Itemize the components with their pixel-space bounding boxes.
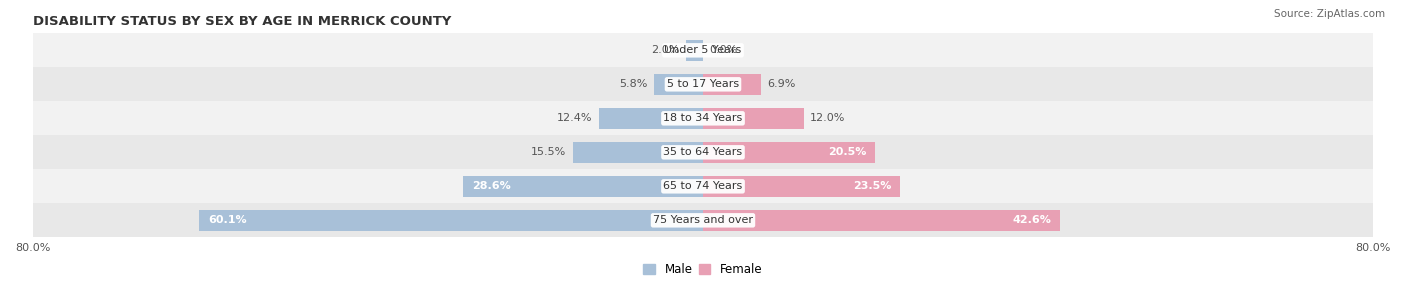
Bar [32,203,1374,237]
Bar [599,108,703,129]
Bar [464,176,703,197]
Bar [703,142,875,163]
Text: 60.1%: 60.1% [208,215,246,225]
Text: 0.0%: 0.0% [710,45,738,55]
Bar [200,210,703,231]
Bar [703,108,804,129]
Text: Under 5 Years: Under 5 Years [665,45,741,55]
Bar [32,101,1374,135]
Bar [703,176,900,197]
Text: 75 Years and over: 75 Years and over [652,215,754,225]
Bar [32,169,1374,203]
Text: 18 to 34 Years: 18 to 34 Years [664,113,742,123]
Bar [32,135,1374,169]
Text: 12.0%: 12.0% [810,113,845,123]
Text: DISABILITY STATUS BY SEX BY AGE IN MERRICK COUNTY: DISABILITY STATUS BY SEX BY AGE IN MERRI… [32,15,451,28]
Bar [703,210,1060,231]
Legend: Male, Female: Male, Female [644,263,762,276]
Text: 28.6%: 28.6% [472,181,510,191]
Text: 65 to 74 Years: 65 to 74 Years [664,181,742,191]
Text: 15.5%: 15.5% [531,147,567,157]
Bar [654,74,703,95]
Bar [32,33,1374,67]
Bar [32,67,1374,101]
Text: 5 to 17 Years: 5 to 17 Years [666,79,740,89]
Text: Source: ZipAtlas.com: Source: ZipAtlas.com [1274,9,1385,19]
Text: 12.4%: 12.4% [557,113,592,123]
Text: 2.0%: 2.0% [651,45,679,55]
Text: 6.9%: 6.9% [768,79,796,89]
Text: 5.8%: 5.8% [619,79,648,89]
Bar [574,142,703,163]
Text: 20.5%: 20.5% [828,147,866,157]
Text: 35 to 64 Years: 35 to 64 Years [664,147,742,157]
Text: 23.5%: 23.5% [853,181,891,191]
Bar [686,40,703,61]
Text: 42.6%: 42.6% [1012,215,1052,225]
Bar [703,74,761,95]
